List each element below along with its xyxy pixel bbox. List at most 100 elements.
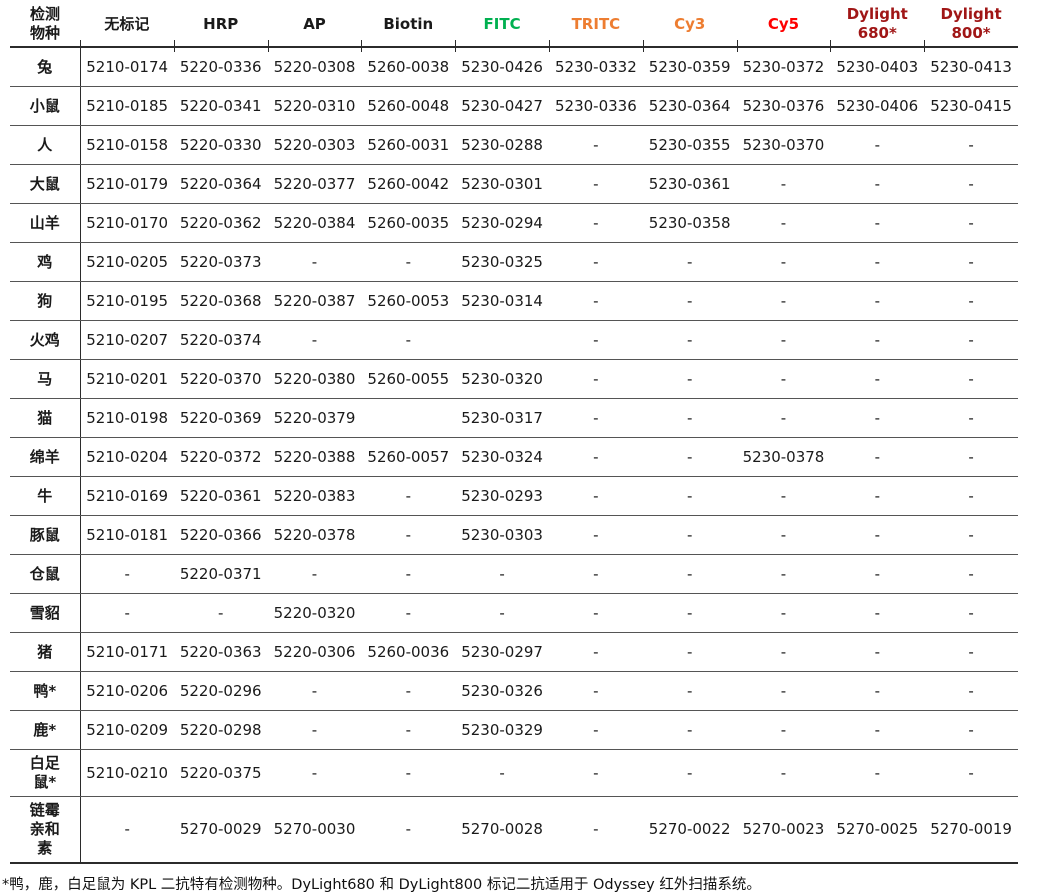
species-cell: 火鸡 xyxy=(10,320,81,360)
catalog-number-cell: - xyxy=(736,164,831,204)
table-row: 白足鼠* 5210-0210 5220-0375- - - - - - - - xyxy=(10,749,1018,797)
catalog-number-cell: - xyxy=(548,125,643,165)
catalog-number-cell: 5210-0201 xyxy=(80,359,174,399)
catalog-number-cell: - xyxy=(736,749,831,797)
table-row: 狗 5210-0195 5220-0368 5220-0387 5260-0053 523… xyxy=(10,281,1018,321)
catalog-number-cell: - xyxy=(924,515,1018,555)
label-column-header: Cy3 xyxy=(642,2,738,52)
catalog-number-cell: 5260-0057 xyxy=(361,437,456,477)
species-cell: 鸭* xyxy=(10,671,81,711)
catalog-number-cell: - xyxy=(548,710,643,750)
catalog-number-cell: - xyxy=(361,515,456,555)
catalog-number-cell: 5260-0038 xyxy=(361,47,456,87)
catalog-number-cell: 5220-0380 xyxy=(267,359,362,399)
catalog-number-cell: - xyxy=(830,398,925,438)
catalog-number-cell: 5220-0375 xyxy=(173,749,268,797)
catalog-number-cell: - xyxy=(642,710,737,750)
catalog-number-cell xyxy=(361,398,456,438)
catalog-number-cell: - xyxy=(830,515,925,555)
catalog-number-cell: - xyxy=(548,515,643,555)
catalog-number-cell: 5220-0383 xyxy=(267,476,362,516)
catalog-number-cell: 5220-0341 xyxy=(173,86,268,126)
catalog-number-cell: 5230-0403 xyxy=(830,47,925,87)
catalog-number-cell: 5230-0326 xyxy=(455,671,549,711)
table-row: 鹿* 5210-0209 5220-0298- -5230-0329- - - - - xyxy=(10,710,1018,750)
catalog-number-cell: 5230-0329 xyxy=(455,710,549,750)
catalog-number-cell: - xyxy=(924,203,1018,243)
catalog-number-cell: 5230-0301 xyxy=(455,164,549,204)
catalog-number-cell: - xyxy=(736,203,831,243)
catalog-number-cell: 5220-0371 xyxy=(173,554,268,594)
catalog-number-cell: - xyxy=(736,320,831,360)
catalog-number-cell: 5230-0355 xyxy=(642,125,737,165)
catalog-number-cell: - xyxy=(361,710,456,750)
catalog-number-cell: 5220-0310 xyxy=(267,86,362,126)
catalog-number-cell: - xyxy=(924,710,1018,750)
catalog-number-cell: - xyxy=(736,710,831,750)
catalog-number-cell: - xyxy=(736,632,831,672)
catalog-number-cell: 5220-0378 xyxy=(267,515,362,555)
label-column-header: HRP xyxy=(173,2,269,52)
catalog-number-cell: 5220-0374 xyxy=(173,320,268,360)
catalog-number-cell: - xyxy=(830,632,925,672)
catalog-number-cell: - xyxy=(455,554,549,594)
label-column-header: Biotin xyxy=(361,2,456,52)
catalog-number-cell: 5260-0055 xyxy=(361,359,456,399)
catalog-number-cell: - xyxy=(830,359,925,399)
catalog-number-cell: 5270-0028 xyxy=(455,796,549,864)
table-row: 山羊 5210-0170 5220-0362 5220-0384 5260-0035 52… xyxy=(10,203,1018,243)
catalog-number-cell: 5220-0296 xyxy=(173,671,268,711)
species-cell: 白足鼠* xyxy=(10,749,81,797)
label-column-header: Dylight 680* xyxy=(830,2,925,52)
catalog-number-cell: 5210-0158 xyxy=(80,125,174,165)
catalog-number-cell: - xyxy=(736,476,831,516)
catalog-number-cell: 5220-0372 xyxy=(173,437,268,477)
catalog-number-cell: 5220-0364 xyxy=(173,164,268,204)
catalog-number-cell: 5220-0384 xyxy=(267,203,362,243)
catalog-number-cell: 5230-0293 xyxy=(455,476,549,516)
catalog-number-cell: - xyxy=(642,554,737,594)
table-row: 鸭* 5210-0206 5220-0296- -5230-0326- - - - - xyxy=(10,671,1018,711)
catalog-number-cell: - xyxy=(830,476,925,516)
catalog-number-cell: - xyxy=(80,593,174,633)
catalog-number-cell: 5260-0048 xyxy=(361,86,456,126)
catalog-number-cell: - xyxy=(736,515,831,555)
catalog-number-cell: - xyxy=(267,710,362,750)
catalog-number-cell: - xyxy=(642,632,737,672)
catalog-number-cell: 5230-0358 xyxy=(642,203,737,243)
species-cell: 猪 xyxy=(10,632,81,672)
catalog-number-cell: 5270-0019 xyxy=(924,796,1018,864)
catalog-number-cell: - xyxy=(642,281,737,321)
table-row: 马 5210-0201 5220-0370 5220-0380 5260-0055 523… xyxy=(10,359,1018,399)
table-row: 豚鼠 5210-0181 5220-0366 5220-0378-5230-0303-… xyxy=(10,515,1018,555)
catalog-number-cell: 5220-0368 xyxy=(173,281,268,321)
species-cell: 马 xyxy=(10,359,81,399)
catalog-number-cell: 5210-0174 xyxy=(80,47,174,87)
catalog-number-cell: - xyxy=(361,320,456,360)
catalog-number-cell: 5260-0036 xyxy=(361,632,456,672)
catalog-number-cell: 5270-0030 xyxy=(267,796,362,864)
catalog-number-cell: 5270-0023 xyxy=(736,796,831,864)
catalog-number-cell: - xyxy=(924,281,1018,321)
catalog-number-cell: 5210-0170 xyxy=(80,203,174,243)
catalog-number-cell: - xyxy=(361,242,456,282)
catalog-number-cell: - xyxy=(830,749,925,797)
catalog-number-cell: - xyxy=(267,749,362,797)
catalog-number-cell: 5230-0415 xyxy=(924,86,1018,126)
catalog-number-cell: - xyxy=(830,437,925,477)
species-cell: 鹿* xyxy=(10,710,81,750)
species-cell: 狗 xyxy=(10,281,81,321)
species-column-header: 检测 物种 xyxy=(10,2,81,52)
secondary-antibody-catalog-table: 检测 物种 无标记 HRP AP Biotin FITC TRITC Cy3 Cy5 Dyligh… xyxy=(10,2,1018,864)
catalog-number-cell: - xyxy=(924,554,1018,594)
catalog-number-cell: - xyxy=(830,164,925,204)
table-row: 人 5210-0158 5220-0330 5220-0303 5260-0031 523… xyxy=(10,125,1018,165)
table-row: 雪貂 - -5220-0320- - - - - - - xyxy=(10,593,1018,633)
footnote: *鸭，鹿，白足鼠为 KPL 二抗特有检测物种。DyLight680 和 DyLi… xyxy=(2,877,761,893)
catalog-number-cell: 5230-0413 xyxy=(924,47,1018,87)
catalog-number-cell: 5260-0053 xyxy=(361,281,456,321)
catalog-number-cell: - xyxy=(548,437,643,477)
catalog-number-cell: 5230-0364 xyxy=(642,86,737,126)
catalog-number-cell: 5210-0205 xyxy=(80,242,174,282)
